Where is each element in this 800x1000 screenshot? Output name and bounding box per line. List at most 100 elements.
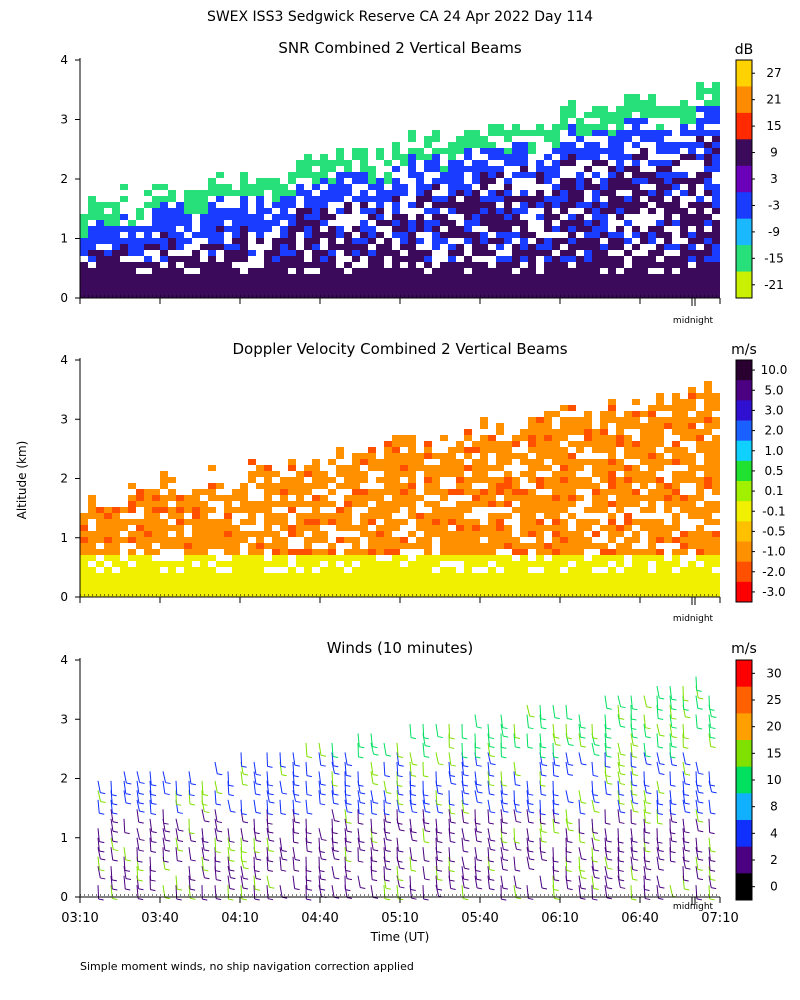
heatmap-cell [696, 489, 704, 495]
heatmap-cell [440, 495, 448, 501]
heatmap-cell [616, 543, 624, 549]
heatmap-cell [464, 465, 472, 471]
heatmap-cell [168, 244, 176, 250]
wind-barb [305, 837, 308, 852]
wind-barb-flag [671, 726, 677, 729]
wind-barb [617, 847, 620, 861]
wind-barb-flag [385, 831, 391, 834]
heatmap-cell [192, 286, 200, 292]
heatmap-cell [472, 459, 480, 465]
heatmap-cell [624, 417, 632, 423]
heatmap-cell [576, 585, 584, 591]
wind-barb-flag [644, 784, 650, 787]
heatmap-cell [248, 184, 256, 190]
heatmap-cell [656, 537, 664, 543]
wind-barb [240, 837, 243, 852]
heatmap-cell [344, 202, 352, 208]
wind-barb-flag [398, 879, 404, 882]
heatmap-cell [304, 543, 312, 549]
heatmap-cell [88, 250, 96, 256]
heatmap-cell [360, 268, 368, 274]
heatmap-cell [240, 250, 248, 256]
heatmap-cell [664, 106, 672, 112]
heatmap-cell [488, 585, 496, 591]
heatmap-cell [344, 501, 352, 507]
wind-barb-flag [541, 774, 547, 777]
heatmap-cell [680, 501, 688, 507]
wind-barb-flag [501, 898, 507, 901]
heatmap-cell [320, 214, 328, 220]
heatmap-cell [576, 579, 584, 585]
heatmap-cell [128, 579, 136, 585]
heatmap-cell [416, 196, 424, 202]
heatmap-cell [344, 585, 352, 591]
heatmap-cell [320, 220, 328, 226]
heatmap-cell [472, 250, 480, 256]
heatmap-cell [136, 238, 144, 244]
heatmap-cell [416, 256, 424, 262]
x-tick-label: 06:10 [541, 911, 578, 926]
wind-barb [669, 837, 672, 852]
heatmap-cell [80, 579, 88, 585]
heatmap-cell [640, 579, 648, 585]
wind-barb-flag [684, 783, 691, 786]
wind-barb-flag [255, 793, 261, 796]
heatmap-cell [432, 130, 440, 136]
heatmap-cell [616, 244, 624, 250]
heatmap-cell [304, 244, 312, 250]
heatmap-cell [568, 591, 576, 597]
heatmap-cell [152, 561, 160, 567]
colorbar-segment [736, 793, 752, 821]
heatmap-cell [696, 220, 704, 226]
heatmap-cell [96, 507, 104, 513]
wind-barb-flag [658, 717, 664, 720]
wind-barb-flag [567, 822, 573, 825]
heatmap-cell [656, 555, 664, 561]
wind-barb [292, 856, 295, 871]
heatmap-cell [368, 573, 376, 579]
colorbar-label: 3 [770, 172, 778, 186]
heatmap-cell [256, 483, 264, 489]
wind-barb-flag [332, 841, 338, 844]
heatmap-cell [168, 262, 176, 268]
heatmap-cell [368, 274, 376, 280]
heatmap-cell [192, 543, 200, 549]
heatmap-cell [456, 280, 464, 286]
heatmap-cell [536, 561, 544, 567]
heatmap-cell [368, 495, 376, 501]
heatmap-cell [400, 286, 408, 292]
heatmap-cell [160, 202, 168, 208]
wind-barb-flag [606, 850, 612, 853]
heatmap-cell [456, 178, 464, 184]
heatmap-cell [616, 525, 624, 531]
wind-barb [357, 875, 361, 888]
heatmap-cell [256, 471, 264, 477]
heatmap-cell [456, 286, 464, 292]
wind-barb-flag [464, 887, 470, 890]
heatmap-cell [416, 220, 424, 226]
wind-barb [617, 799, 621, 812]
heatmap-cell [696, 567, 704, 573]
heatmap-cell [296, 579, 304, 585]
heatmap-cell [424, 274, 432, 280]
heatmap-cell [592, 280, 600, 286]
wind-barb-flag [528, 727, 534, 730]
heatmap-cell [504, 531, 512, 537]
heatmap-cell [152, 244, 160, 250]
heatmap-cell [448, 489, 456, 495]
heatmap-cell [368, 549, 376, 555]
heatmap-cell [152, 585, 160, 591]
heatmap-cell [624, 136, 632, 142]
heatmap-cell [632, 118, 640, 124]
wind-barb-flag [592, 794, 598, 797]
heatmap-cell [408, 453, 416, 459]
heatmap-cell [368, 238, 376, 244]
wind-barb [630, 742, 633, 757]
heatmap-cell [280, 585, 288, 591]
wind-barb-flag [267, 813, 273, 816]
heatmap-cell [280, 190, 288, 196]
heatmap-cell [248, 292, 256, 298]
wind-barb-flag [619, 821, 625, 824]
heatmap-cell [168, 573, 176, 579]
heatmap-cell [536, 441, 544, 447]
